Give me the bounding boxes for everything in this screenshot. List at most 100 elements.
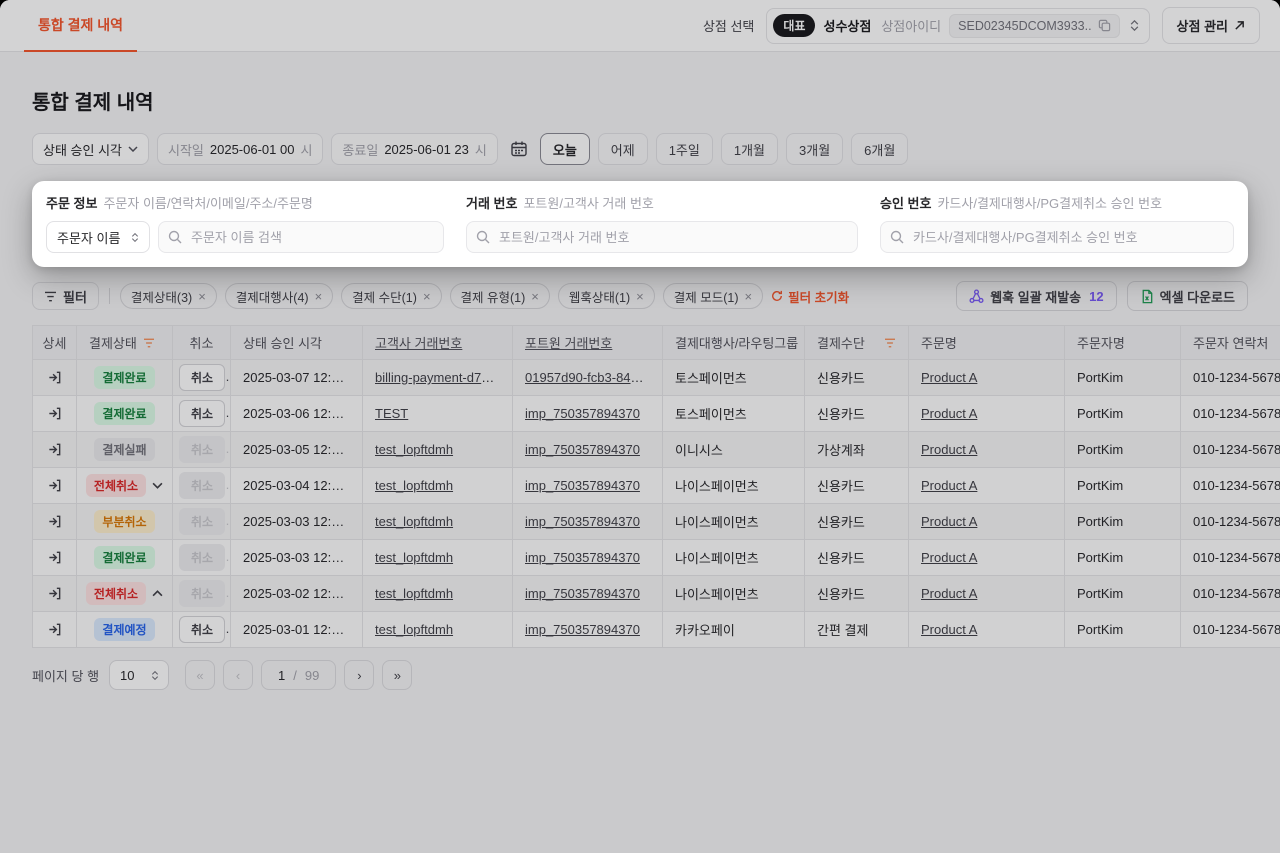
order-search-field-select[interactable]: 주문자 이름 xyxy=(46,221,150,253)
webhook-bulk-resend-button[interactable]: 웹훅 일괄 재발송 12 xyxy=(956,281,1117,311)
portone-tx-link[interactable]: imp_750357894370 xyxy=(525,406,640,421)
quick-range-today[interactable]: 오늘 xyxy=(539,133,590,165)
chip-payment-status[interactable]: 결제상태(3) × xyxy=(119,283,217,309)
col-header-pg[interactable]: 결제대행사/라우팅그룹 xyxy=(662,325,805,360)
tx-number-search-input[interactable] xyxy=(466,221,858,253)
cell-approved-at: 2025-03-03 12:00:00 xyxy=(230,539,363,576)
portone-tx-link[interactable]: imp_750357894370 xyxy=(525,478,640,493)
chip-pg-provider[interactable]: 결제대행사(4) × xyxy=(224,283,334,309)
merchant-tx-link[interactable]: TEST xyxy=(375,406,409,421)
table-row: 전체취소 취소 2025-03-04 12:00:00 test_lopftdm… xyxy=(32,467,1280,504)
funnel-filter-active-icon xyxy=(885,338,895,347)
order-name-link[interactable]: Product A xyxy=(921,586,978,601)
cancel-button[interactable]: 취소 xyxy=(179,616,226,643)
merchant-tx-link[interactable]: billing-payment-d757dc... xyxy=(375,370,513,385)
portone-tx-link[interactable]: imp_750357894370 xyxy=(525,514,640,529)
detail-icon[interactable] xyxy=(44,367,65,388)
end-date-suffix: 시 xyxy=(474,142,487,158)
quick-range-yesterday[interactable]: 어제 xyxy=(597,133,648,165)
expand-chevron-down-icon[interactable] xyxy=(152,482,163,489)
filter-button-label: 필터 xyxy=(63,289,87,305)
chip-payment-method[interactable]: 결제 수단(1) × xyxy=(341,283,442,309)
store-selector[interactable]: 대표 성수상점 상점아이디 SED02345DCOM3933.. xyxy=(766,7,1150,44)
calendar-icon[interactable] xyxy=(506,133,532,165)
quick-range-3month[interactable]: 3개월 xyxy=(786,133,844,165)
start-date-value: 2025-06-01 00 xyxy=(209,141,295,157)
portone-tx-link[interactable]: imp_750357894370 xyxy=(525,550,640,565)
first-page-button[interactable]: « xyxy=(185,660,216,690)
cell-approved-at: 2025-03-05 12:00:00 xyxy=(230,431,363,468)
cell-customer-phone: 010-1234-5678 xyxy=(1180,611,1280,648)
portone-tx-link[interactable]: 01957d90-fcb3-845b-f... xyxy=(525,370,663,385)
order-name-link[interactable]: Product A xyxy=(921,550,978,565)
merchant-tx-link[interactable]: test_lopftdmh xyxy=(375,586,454,601)
detail-icon[interactable] xyxy=(44,583,65,604)
order-name-link[interactable]: Product A xyxy=(921,622,978,637)
portone-tx-link[interactable]: imp_750357894370 xyxy=(525,586,640,601)
tx-number-title: 거래 번호 xyxy=(466,196,518,211)
merchant-tx-link[interactable]: test_lopftdmh xyxy=(375,478,454,493)
order-search-input[interactable] xyxy=(158,221,444,253)
merchant-tx-link[interactable]: test_lopftdmh xyxy=(375,622,454,637)
col-header-status[interactable]: 결제상태 xyxy=(76,325,173,360)
time-type-select[interactable]: 상태 승인 시각 xyxy=(32,133,149,165)
start-date-input[interactable]: 시작일 2025-06-01 00 시 xyxy=(156,133,324,165)
col-header-customer-phone: 주문자 연락처 xyxy=(1180,325,1280,360)
detail-icon[interactable] xyxy=(44,439,65,460)
close-icon[interactable]: × xyxy=(744,288,753,304)
col-header-portone-tx[interactable]: 포트원 거래번호 xyxy=(512,325,663,360)
rows-per-page-select[interactable]: 10 xyxy=(109,660,170,690)
merchant-tx-link[interactable]: test_lopftdmh xyxy=(375,514,454,529)
cell-approved-at: 2025-03-07 12:00:00 xyxy=(230,359,363,396)
cancel-button[interactable]: 취소 xyxy=(179,400,226,427)
prev-page-button[interactable]: ‹ xyxy=(223,660,254,690)
close-icon[interactable]: × xyxy=(198,288,206,304)
approval-number-search-input[interactable] xyxy=(880,221,1234,253)
col-header-method[interactable]: 결제수단 xyxy=(804,325,909,360)
close-icon[interactable]: × xyxy=(314,288,323,304)
close-icon[interactable]: × xyxy=(422,288,431,304)
chip-payment-mode[interactable]: 결제 모드(1) × xyxy=(662,283,764,309)
store-manage-button[interactable]: 상점 관리 xyxy=(1161,7,1260,44)
quick-range-1week[interactable]: 1주일 xyxy=(655,133,713,165)
order-name-link[interactable]: Product A xyxy=(921,478,978,493)
detail-icon[interactable] xyxy=(44,511,65,532)
cancel-button-disabled: 취소 xyxy=(179,472,226,499)
filter-reset-button[interactable]: 필터 초기화 xyxy=(771,287,849,306)
expand-chevron-up-icon[interactable] xyxy=(152,590,163,597)
store-select-stepper-icon[interactable] xyxy=(1128,20,1141,31)
end-date-input[interactable]: 종료일 2025-06-01 23 시 xyxy=(331,133,498,165)
copy-icon[interactable] xyxy=(1098,19,1111,32)
col-header-merchant-tx[interactable]: 고객사 거래번호 xyxy=(362,325,513,360)
order-name-link[interactable]: Product A xyxy=(921,514,978,529)
filter-button[interactable]: 필터 xyxy=(32,282,99,310)
portone-tx-link[interactable]: imp_750357894370 xyxy=(525,622,640,637)
close-icon[interactable]: × xyxy=(636,288,644,304)
order-name-link[interactable]: Product A xyxy=(921,370,978,385)
portone-tx-link[interactable]: imp_750357894370 xyxy=(525,442,640,457)
detail-icon[interactable] xyxy=(44,475,65,496)
close-icon[interactable]: × xyxy=(531,288,539,304)
merchant-tx-link[interactable]: test_lopftdmh xyxy=(375,550,454,565)
merchant-tx-link[interactable]: test_lopftdmh xyxy=(375,442,454,457)
end-date-value: 2025-06-01 23 xyxy=(384,141,469,157)
cell-method: 신용카드 xyxy=(804,539,909,576)
excel-download-button[interactable]: 엑셀 다운로드 xyxy=(1126,281,1248,311)
chip-webhook-status[interactable]: 웹훅상태(1) × xyxy=(557,283,655,309)
detail-icon[interactable] xyxy=(44,619,65,640)
start-date-prefix: 시작일 xyxy=(167,142,204,158)
store-type-badge: 대표 xyxy=(773,14,816,37)
last-page-button[interactable]: » xyxy=(382,660,413,690)
chip-payment-type[interactable]: 결제 유형(1) × xyxy=(449,283,550,309)
cancel-button[interactable]: 취소 xyxy=(179,364,226,391)
detail-icon[interactable] xyxy=(44,403,65,424)
cell-approved-at: 2025-03-01 12:00:00 xyxy=(230,611,363,648)
order-name-link[interactable]: Product A xyxy=(921,406,978,421)
status-badge: 결제예정 xyxy=(94,618,155,641)
quick-range-6month[interactable]: 6개월 xyxy=(851,133,909,165)
next-page-button[interactable]: › xyxy=(344,660,375,690)
detail-icon[interactable] xyxy=(44,547,65,568)
quick-range-1month[interactable]: 1개월 xyxy=(720,133,779,165)
tab-integrated-payments[interactable]: 통합 결제 내역 xyxy=(24,0,138,52)
order-name-link[interactable]: Product A xyxy=(921,442,978,457)
